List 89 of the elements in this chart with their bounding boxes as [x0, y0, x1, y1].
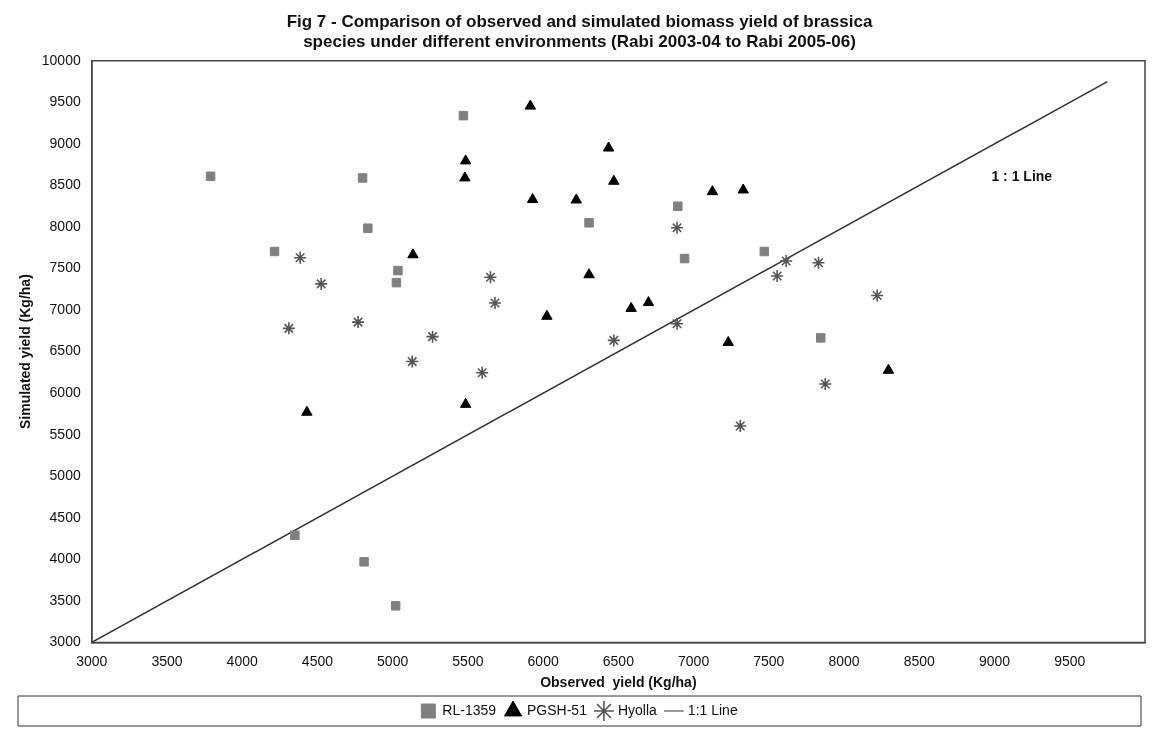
- y-tick-label: 9500: [49, 93, 81, 110]
- legend-label: PGSH-51: [527, 701, 588, 718]
- point: [459, 154, 472, 165]
- point: [870, 288, 884, 303]
- point: [722, 335, 734, 346]
- legend-label: Hyolla: [617, 701, 658, 718]
- y-tick-label: 9000: [49, 134, 81, 151]
- x-tick-label: 7000: [678, 652, 710, 669]
- x-tick-label: 6500: [602, 652, 635, 669]
- point: [570, 193, 582, 204]
- y-tick-label: 5500: [49, 425, 81, 442]
- point: [670, 316, 684, 331]
- point: [670, 221, 684, 235]
- point: [475, 365, 489, 380]
- point: [293, 250, 307, 265]
- point: [733, 419, 748, 433]
- point: [818, 377, 833, 391]
- x-tick-label: 4500: [301, 652, 334, 669]
- point: [526, 193, 539, 204]
- point: [811, 255, 826, 270]
- point: [602, 141, 615, 152]
- point: [407, 248, 419, 259]
- point: [390, 601, 401, 611]
- point: [642, 296, 655, 307]
- point: [290, 530, 300, 540]
- point: [483, 270, 498, 285]
- point: [770, 269, 784, 283]
- point: [706, 185, 719, 196]
- x-tick-label: 8000: [828, 652, 860, 669]
- point: [391, 277, 402, 288]
- annotation: 1 : 1 Line: [991, 167, 1053, 184]
- y-tick-label: 4000: [49, 550, 81, 567]
- y-tick-label: 3500: [49, 591, 81, 608]
- x-tick-label: 3500: [151, 652, 183, 669]
- point: [584, 218, 594, 228]
- y-tick-label: 6000: [49, 384, 81, 400]
- point: [282, 321, 296, 336]
- y-tick-label: 8500: [49, 176, 81, 193]
- y-tick-label: 6500: [49, 342, 81, 359]
- x-tick-label: 9500: [1054, 652, 1086, 669]
- x-tick-label: 7500: [753, 652, 785, 669]
- legend-label: RL-1359: [442, 701, 497, 718]
- point: [816, 333, 826, 343]
- point: [679, 253, 690, 264]
- point: [269, 246, 280, 257]
- point: [541, 309, 553, 320]
- point: [363, 223, 373, 233]
- point: [608, 174, 620, 185]
- point: [737, 183, 749, 194]
- point: [583, 268, 595, 279]
- x-tick-label: 5000: [377, 652, 409, 669]
- point: [314, 277, 328, 291]
- point: [393, 265, 403, 276]
- point: [882, 363, 895, 374]
- point: [459, 397, 472, 408]
- point: [607, 333, 621, 348]
- legend-label: 1:1 Line: [687, 701, 738, 718]
- text: Fig 7 - Comparison of observed and simulated biomass yield of brassica: [286, 11, 873, 31]
- point: [759, 246, 770, 257]
- x-tick-label: 9000: [978, 652, 1011, 669]
- text: species under different environments (Rabi 2003-04 to Rabi 2005-06): [303, 32, 856, 52]
- x-tick-label: 3000: [76, 652, 108, 669]
- y-tick-label: 4500: [49, 508, 81, 525]
- y-tick-label: 8000: [49, 217, 81, 234]
- point: [673, 201, 683, 211]
- point: [625, 301, 637, 312]
- point: [488, 296, 502, 310]
- point: [359, 557, 369, 567]
- point: [779, 254, 793, 268]
- point: [301, 405, 313, 416]
- point: [425, 329, 440, 344]
- y-tick-label: 5000: [49, 467, 81, 484]
- point: [357, 173, 368, 183]
- x-tick-label: 5500: [452, 652, 484, 669]
- point: [205, 171, 216, 182]
- x-tick-label: 4000: [226, 652, 258, 669]
- x-tick-label: 6000: [527, 652, 559, 669]
- y-tick-label: 7500: [49, 259, 81, 276]
- point: [459, 171, 471, 182]
- x-tick-label: 8500: [903, 652, 936, 669]
- y-tick-label: 10000: [41, 51, 81, 68]
- y-tick-label: 3000: [49, 633, 81, 650]
- y-axis-title: Simulated yield (Kg/ha): [17, 274, 34, 430]
- point: [351, 315, 365, 329]
- x-axis-title: Observed yield (Kg/ha): [540, 674, 697, 691]
- y-tick-label: 7000: [49, 300, 81, 317]
- point: [405, 354, 420, 369]
- point: [458, 110, 469, 121]
- point: [524, 99, 537, 110]
